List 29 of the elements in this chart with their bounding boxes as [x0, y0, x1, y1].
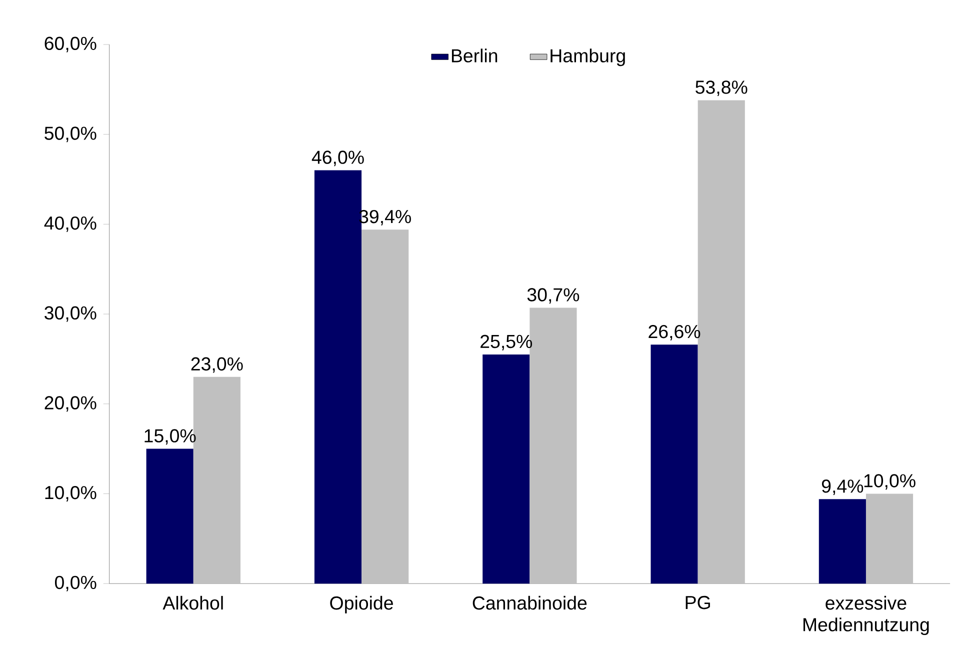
y-tick-label: 60,0%	[44, 36, 96, 52]
y-tick-label: 20,0%	[44, 396, 96, 412]
x-tick-label: PG	[686, 596, 710, 610]
bar	[482, 354, 530, 584]
bar	[818, 499, 866, 584]
legend-label: Berlin	[452, 48, 498, 63]
y-tick-label: 50,0%	[44, 126, 96, 142]
x-tick-label: Alkohol	[162, 596, 223, 610]
bar	[146, 449, 194, 584]
x-tick-label: Opioide	[330, 596, 393, 614]
y-tick-label: 0,0%	[54, 576, 96, 592]
x-tick-label: Cannabinoide	[472, 596, 587, 610]
bar	[362, 230, 409, 584]
y-tick-label: 40,0%	[44, 216, 96, 232]
data-label: 30,7%	[527, 288, 580, 304]
data-label: 15,0%	[144, 429, 196, 445]
y-tick-label: 30,0%	[44, 306, 96, 322]
data-label: 9,4%	[822, 480, 864, 496]
bar	[866, 494, 914, 584]
data-label: 53,8%	[696, 80, 748, 96]
data-label: 25,5%	[480, 335, 532, 351]
x-tick-label: exzessive Mediennutzung	[803, 596, 929, 636]
data-label: 10,0%	[864, 474, 916, 490]
bar	[650, 344, 698, 584]
y-tick-label: 10,0%	[45, 486, 96, 502]
data-label: 23,0%	[191, 358, 243, 373]
legend-label: Hamburg	[550, 48, 625, 66]
data-label: 46,0%	[312, 150, 364, 166]
data-label: 26,6%	[648, 325, 700, 341]
